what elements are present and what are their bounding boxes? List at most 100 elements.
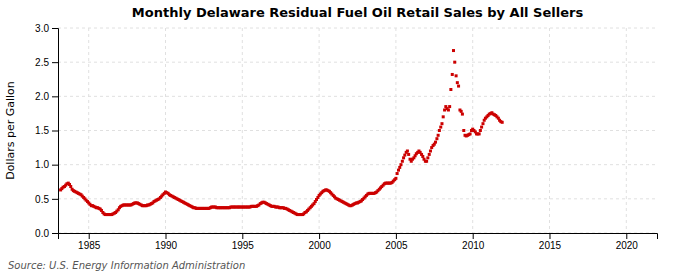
title: Monthly Delaware Residual Fuel Oil Retai…: [132, 5, 584, 20]
y-axis-title: Dollars per Gallon: [4, 81, 17, 180]
point: [439, 126, 442, 129]
grid-line: [242, 28, 243, 233]
y-tick: 2.0: [35, 91, 58, 102]
chart: 1985 1990 1995 2000 2005 2010 2015 2020 0.0 0.5 1.…: [0, 0, 675, 275]
point: [69, 185, 72, 188]
grid-line: [165, 28, 166, 233]
point: [442, 115, 445, 118]
y-tick-mark: [52, 233, 58, 234]
x-tick: 2020: [616, 233, 639, 251]
x-tick: 2000: [308, 233, 331, 251]
point: [479, 129, 482, 132]
x-tick: 1990: [155, 233, 178, 251]
source: Source: U.S. Energy Information Administ…: [8, 260, 245, 271]
y-tick-mark: [52, 96, 58, 97]
grid: [58, 28, 657, 233]
x-tick-label: 2005: [385, 240, 408, 251]
point: [421, 155, 424, 158]
point: [406, 150, 409, 153]
y-tick-mark: [52, 28, 58, 29]
y-axis-line: [52, 29, 59, 234]
point: [438, 129, 441, 132]
point: [453, 61, 456, 64]
y-tick-mark: [52, 199, 58, 200]
point: [460, 110, 463, 113]
x-tick-mark: [473, 233, 474, 239]
point: [426, 156, 429, 159]
x-tick: 2015: [539, 233, 562, 251]
point: [434, 141, 437, 144]
x-tick-label: 1985: [78, 240, 101, 251]
x-tick-label: 2010: [462, 240, 485, 251]
point: [407, 153, 410, 156]
x-tick-label: 2015: [539, 240, 562, 251]
point: [401, 160, 404, 163]
y-tick-mark: [52, 131, 58, 132]
y-tick-label: 3.0: [35, 23, 49, 34]
point: [457, 85, 460, 88]
grid-line: [58, 198, 657, 199]
points: [59, 49, 504, 216]
point: [469, 132, 472, 135]
grid-line: [58, 62, 657, 63]
y-tick: 0.5: [35, 194, 58, 205]
x-axis: 1985 1990 1995 2000 2005 2010 2015 2020: [59, 233, 658, 251]
grid-line: [58, 96, 657, 97]
x-tick-mark: [319, 233, 320, 239]
point: [402, 156, 405, 159]
y-tick: 1.0: [35, 159, 58, 170]
point: [437, 134, 440, 137]
x-tick-mark: [396, 233, 397, 239]
y-tick-label: 0.5: [35, 194, 49, 205]
point: [429, 150, 432, 153]
x-axis-line: [59, 234, 658, 240]
grid-line: [549, 28, 550, 233]
grid-line: [626, 28, 627, 233]
y-tick-label: 1.0: [35, 159, 49, 170]
x-tick: 2010: [462, 233, 485, 251]
y-tick-label: 0.0: [35, 228, 49, 239]
y-tick: 3.0: [35, 23, 58, 34]
point: [462, 129, 465, 132]
point: [394, 177, 397, 180]
x-tick-mark: [242, 233, 243, 239]
y-tick-label: 2.0: [35, 91, 49, 102]
x-tick: 2005: [385, 233, 408, 251]
grid-line: [58, 164, 657, 165]
point: [449, 88, 452, 91]
point: [428, 153, 431, 156]
point: [452, 49, 455, 52]
grid-line: [58, 130, 657, 131]
point: [451, 73, 454, 76]
x-tick-mark: [549, 233, 550, 239]
x-tick-label: 2000: [308, 240, 331, 251]
x-tick-mark: [626, 233, 627, 239]
y-tick-mark: [52, 62, 58, 63]
y-tick-label: 1.5: [35, 125, 49, 136]
y-tick-label: 2.5: [35, 57, 49, 68]
point: [403, 154, 406, 157]
point: [399, 163, 402, 166]
point: [478, 132, 481, 135]
point: [448, 105, 451, 108]
x-tick: 1995: [232, 233, 255, 251]
point: [501, 121, 504, 124]
y-tick: 1.5: [35, 125, 58, 136]
point: [435, 137, 438, 140]
point: [481, 122, 484, 125]
y-tick: 2.5: [35, 57, 58, 68]
x-tick-label: 1990: [155, 240, 178, 251]
point: [425, 160, 428, 163]
x-tick-label: 1995: [232, 240, 255, 251]
x-tick-mark: [89, 233, 90, 239]
point: [456, 81, 459, 84]
point: [440, 122, 443, 125]
point: [396, 172, 399, 175]
x-tick: 1985: [78, 233, 101, 251]
plot: 1985 1990 1995 2000 2005 2010 2015 2020 0.0 0.5 1.…: [35, 23, 657, 251]
x-tick-mark: [166, 233, 167, 239]
point: [447, 109, 450, 112]
point: [455, 74, 458, 77]
point: [461, 113, 464, 116]
point: [397, 169, 400, 172]
